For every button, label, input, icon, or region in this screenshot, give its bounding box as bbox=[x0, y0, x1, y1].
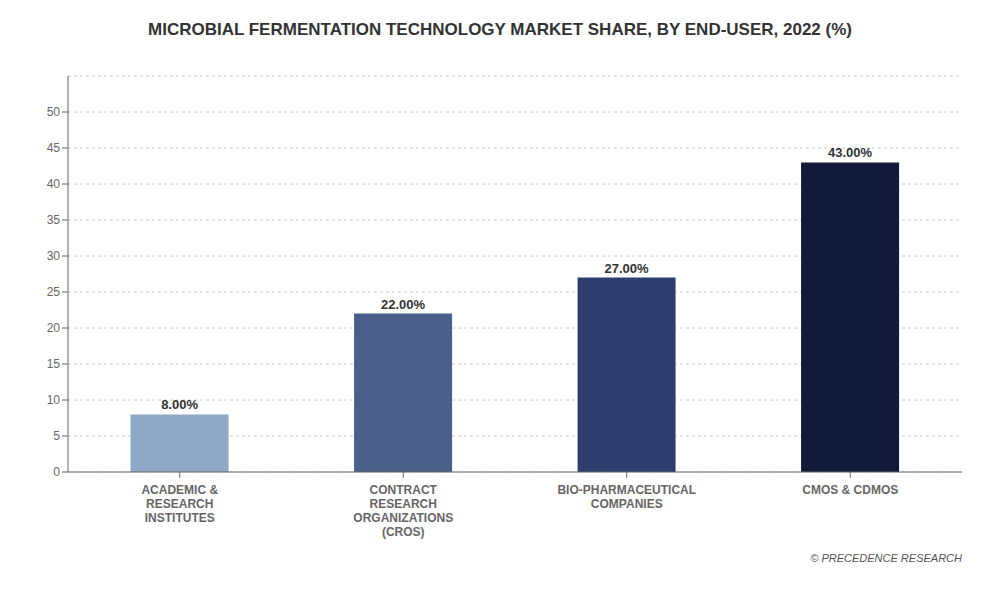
svg-text:43.00%: 43.00% bbox=[828, 145, 873, 160]
svg-text:50: 50 bbox=[47, 105, 61, 119]
svg-text:5: 5 bbox=[53, 429, 60, 443]
svg-text:30: 30 bbox=[47, 249, 61, 263]
svg-text:22.00%: 22.00% bbox=[381, 297, 426, 312]
svg-text:20: 20 bbox=[47, 321, 61, 335]
svg-text:35: 35 bbox=[47, 213, 61, 227]
html-text:© PRECEDENCE RESEARCH: © PRECEDENCE RESEARCH bbox=[810, 552, 962, 564]
svg-text:25: 25 bbox=[47, 285, 61, 299]
svg-text:15: 15 bbox=[47, 357, 61, 371]
html-text:MICROBIAL FERMENTATION TECHNOL: MICROBIAL FERMENTATION TECHNOLOGY MARKET… bbox=[148, 20, 852, 39]
svg-text:ACADEMIC &RESEARCHINSTITUTES: ACADEMIC &RESEARCHINSTITUTES bbox=[141, 483, 218, 525]
svg-text:BIO-PHARMACEUTICALCOMPANIES: BIO-PHARMACEUTICALCOMPANIES bbox=[557, 483, 696, 511]
svg-text:8.00%: 8.00% bbox=[161, 397, 198, 412]
svg-text:CONTRACTRESEARCHORGANIZATIONS(: CONTRACTRESEARCHORGANIZATIONS(CROS) bbox=[353, 483, 453, 539]
svg-text:0: 0 bbox=[53, 465, 60, 479]
svg-text:27.00%: 27.00% bbox=[605, 261, 650, 276]
svg-text:10: 10 bbox=[47, 393, 61, 407]
svg-text:40: 40 bbox=[47, 177, 61, 191]
svg-text:CMOS & CDMOS: CMOS & CDMOS bbox=[802, 483, 898, 497]
svg-text:45: 45 bbox=[47, 141, 61, 155]
